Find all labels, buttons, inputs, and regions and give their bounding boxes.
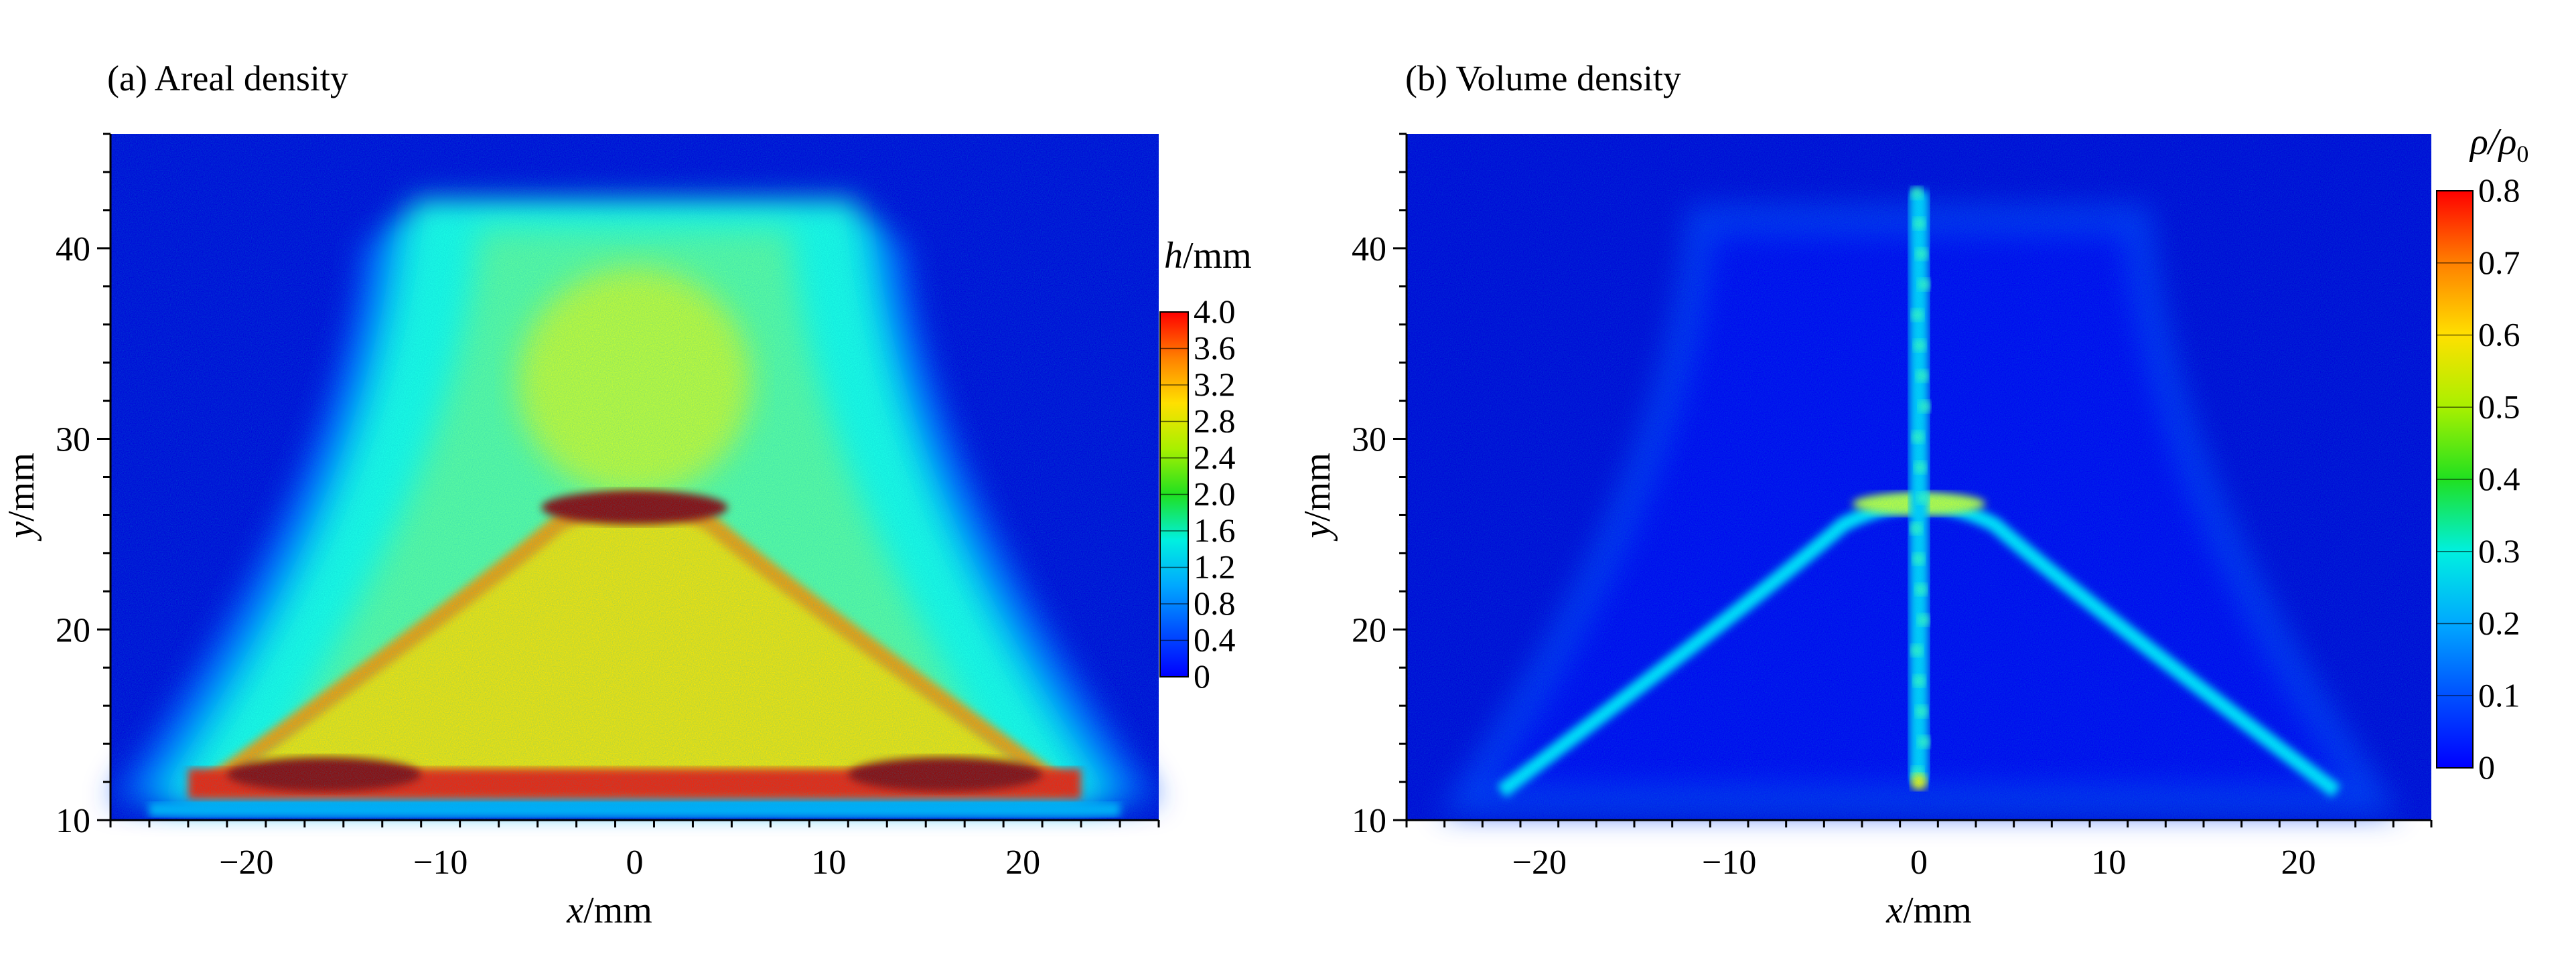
- panel-a-x-tick-label: 0: [626, 844, 644, 882]
- panel-a-ylabel-var: y: [1, 522, 42, 542]
- panel-b-grain: [1407, 134, 2431, 820]
- panel-a-y-tick-label: 30: [56, 421, 90, 459]
- panel-b-label: (b) Volume density: [1405, 58, 1681, 98]
- panel-b-colorbar-tick-label: 0.3: [2478, 532, 2520, 570]
- panel-a-colorbar-tick-label: 3.6: [1194, 329, 1236, 367]
- panel-b-colorbar-tick-label: 0.5: [2478, 388, 2520, 425]
- panel-a-y-tick-label: 10: [56, 802, 90, 840]
- panel-b-y-tick-label: 10: [1352, 802, 1386, 840]
- panel-a-ylabel: y/mm: [1, 453, 42, 542]
- panel-b-y-tick-label: 20: [1352, 611, 1386, 649]
- panel-a-colorbar-tick-label: 1.6: [1194, 511, 1236, 549]
- panel-b: (b) Volume density −20 −10 0 10 20 10 20 30 40 x…: [1297, 58, 2528, 931]
- panel-a-colorbar-tick-label: 4.0: [1194, 293, 1236, 330]
- panel-a-colorbar-title: h/mm: [1164, 235, 1252, 276]
- panel-a-grain: [111, 134, 1159, 820]
- panel-b-x-tick-label: −10: [1702, 844, 1756, 882]
- panel-b-y-tick-label: 40: [1352, 230, 1386, 268]
- panel-a-x-tick-label: 10: [811, 844, 846, 882]
- panel-b-x-tick-label: 10: [2091, 844, 2126, 882]
- panel-b-colorbar-tick-label: 0.1: [2478, 676, 2520, 714]
- panel-a-xlabel-unit: /mm: [583, 890, 652, 931]
- panel-a-y-tick-label: 20: [56, 611, 90, 649]
- panel-b-ylabel-var: y: [1297, 522, 1338, 542]
- panel-b-colorbar-tick-label: 0.2: [2478, 605, 2520, 642]
- panel-b-colorbar-tick-label: 0: [2478, 748, 2495, 786]
- panel-a-xlabel-var: x: [566, 890, 583, 931]
- panel-a-axes: −20 −10 0 10 20 10 20 30 40: [56, 133, 1160, 882]
- panel-b-x-tick-label: 0: [1910, 844, 1928, 882]
- panel-a-y-tick-label: 40: [56, 230, 90, 268]
- panel-a-ylabel-unit: /mm: [1, 453, 42, 522]
- panel-b-colorbar-tick-label: 0.8: [2478, 171, 2520, 209]
- panel-a-x-tick-label: −20: [219, 844, 273, 882]
- panel-b-y-tick-label: 30: [1352, 421, 1386, 459]
- panel-b-colorbar: 0 0.1 0.2 0.3 0.4 0.5 0.6 0.7 0.8: [2436, 171, 2520, 786]
- panel-a-x-tick-label: 20: [1005, 844, 1040, 882]
- panel-a-colorbar-tick-label: 0.4: [1194, 621, 1236, 659]
- panel-a-colorbar-tick-label: 0.8: [1194, 584, 1236, 622]
- panel-b-x-tick-label: 20: [2281, 844, 2316, 882]
- panel-a-colorbar-tick-label: 2.0: [1194, 475, 1236, 513]
- panel-a-colorbar-tick-label: 0: [1194, 657, 1210, 695]
- panel-a-colorbar: 00.40.81.21.62.02.42.83.23.64.0: [1159, 293, 1236, 695]
- panel-b-axes: −20 −10 0 10 20 10 20 30 40: [1352, 133, 2433, 882]
- panel-b-colorbar-tick-label: 0.6: [2478, 316, 2520, 353]
- panel-a-label: (a) Areal density: [107, 58, 348, 98]
- panel-a-colorbar-title-unit: /mm: [1183, 235, 1252, 276]
- panel-b-xlabel: x/mm: [1885, 890, 1972, 931]
- panel-b-colorbar-tick-label: 0.7: [2478, 244, 2520, 281]
- panel-a-colorbar-tick-label: 2.4: [1194, 438, 1236, 476]
- panel-b-xlabel-unit: /mm: [1903, 890, 1972, 931]
- panel-b-x-tick-label: −20: [1512, 844, 1567, 882]
- panel-b-colorbar-title-sub: 0: [2516, 141, 2528, 167]
- panel-a-xlabel: x/mm: [566, 890, 652, 931]
- panel-a-x-tick-label: −10: [413, 844, 468, 882]
- panel-b-colorbar-title-main: ρ/ρ: [2469, 121, 2516, 163]
- panel-a-colorbar-title-var: h: [1164, 235, 1183, 276]
- panel-b-xlabel-var: x: [1885, 890, 1903, 931]
- panel-a-colorbar-tick-label: 3.2: [1194, 366, 1236, 403]
- panel-a-colorbar-tick-label: 1.2: [1194, 548, 1236, 586]
- panel-b-colorbar-tick-label: 0.4: [2478, 460, 2520, 497]
- panel-a-colorbar-tick-label: 2.8: [1194, 402, 1236, 440]
- panel-b-ylabel: y/mm: [1297, 453, 1338, 542]
- panel-b-colorbar-title: ρ/ρ0: [2469, 121, 2528, 167]
- panel-b-ylabel-unit: /mm: [1297, 453, 1338, 522]
